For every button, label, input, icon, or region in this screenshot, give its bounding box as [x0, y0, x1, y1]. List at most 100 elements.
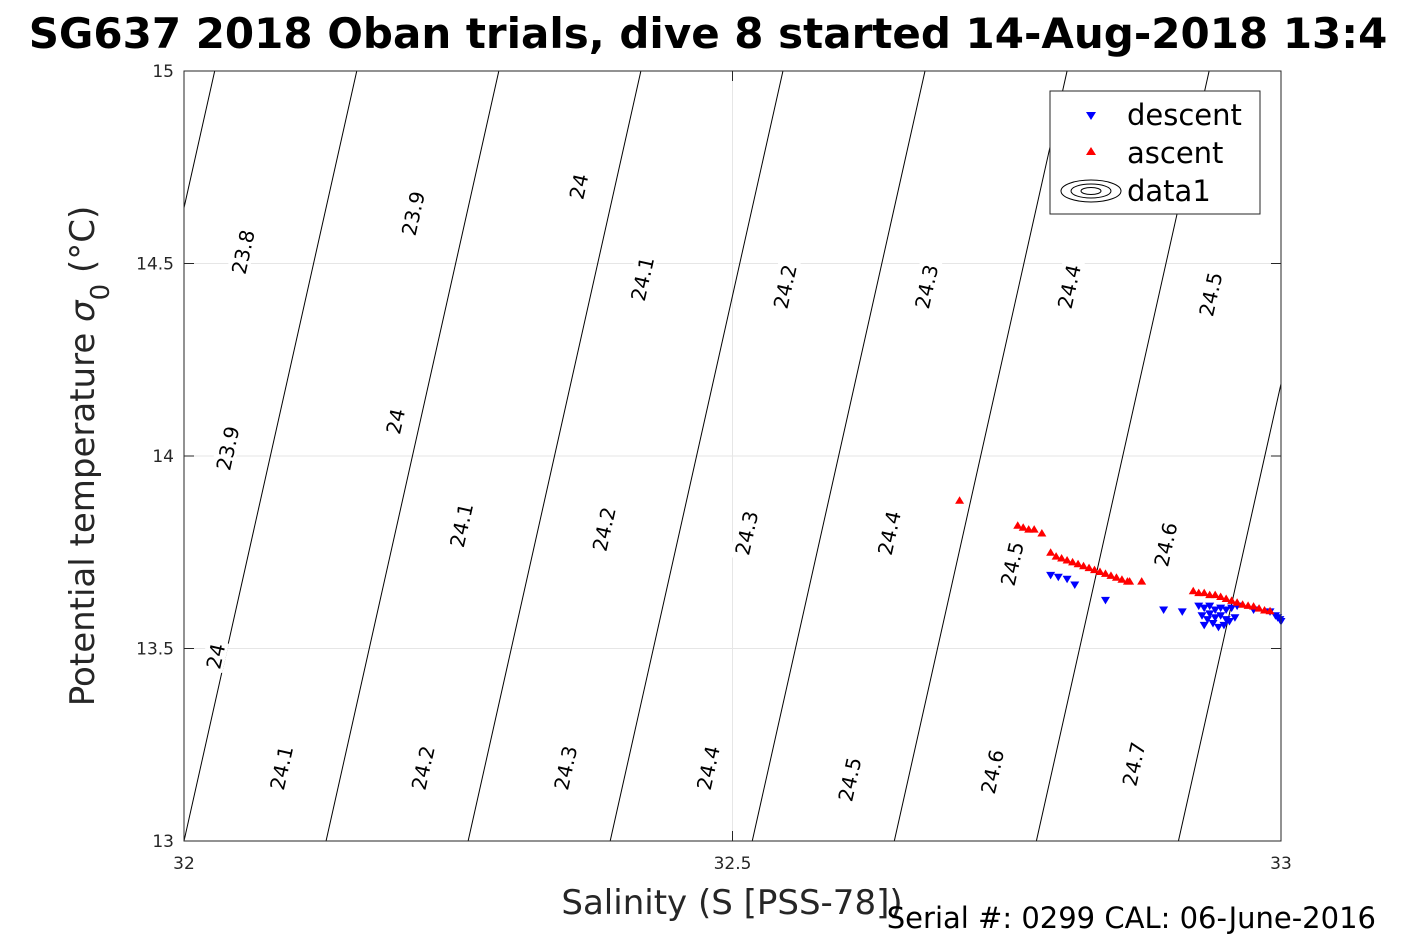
density-contour-line	[184, 71, 216, 211]
descent-point	[1216, 612, 1226, 620]
descent-point	[1100, 596, 1110, 605]
ascent-point	[1238, 600, 1248, 608]
contour-label-bg	[624, 249, 659, 308]
descent-point	[1203, 616, 1213, 624]
y-axis-label-subscript: 0	[86, 284, 116, 301]
contour-label-bg	[690, 738, 725, 797]
chart-title: SG637 2018 Oban trials, dive 8 started 1…	[29, 9, 1388, 58]
y-axis-label-unit: (°C)	[63, 206, 103, 284]
legend-descent-label: descent	[1127, 98, 1242, 132]
contour-label-bg	[974, 742, 1009, 801]
density-contour-line	[0, 71, 73, 841]
contour-label-bg	[832, 750, 866, 808]
x-tick-label: 32	[173, 854, 195, 874]
x-axis-label: Salinity (S [PSS-78])	[561, 883, 902, 923]
density-contour-line	[184, 71, 358, 841]
contour-label-bg	[1193, 265, 1227, 323]
contour-label-text: 24	[564, 171, 593, 201]
y-tick-label: 14	[152, 447, 174, 467]
descent-point	[1219, 621, 1229, 630]
contour-label-bg	[380, 404, 409, 439]
contour-label-bg	[994, 534, 1028, 593]
contour-label-bg	[1051, 257, 1085, 316]
contour-label-bg	[225, 222, 259, 281]
descent-point	[1227, 604, 1237, 613]
ascent-point	[1029, 525, 1039, 533]
contour-label-bg	[767, 257, 801, 316]
contour-label-bg	[443, 496, 478, 554]
descent-point	[1205, 602, 1215, 611]
contour-label-bg	[200, 638, 229, 674]
ascent-point	[1062, 555, 1072, 564]
contour-label-bg	[210, 419, 244, 477]
serial-calibration-note: Serial #: 0299 CAL: 06-June-2016	[887, 901, 1376, 935]
contour-label: 24.6	[1148, 515, 1182, 574]
y-axis-label: Potential temperature σ0 (°C)	[63, 206, 116, 706]
descent-point	[1199, 621, 1209, 630]
ascent-point	[1090, 565, 1100, 574]
descent-point	[1208, 619, 1218, 628]
descent-point	[1197, 612, 1207, 620]
contour-label: 24	[380, 404, 410, 439]
ascent-point	[1221, 594, 1231, 602]
x-tick-label: 33	[1270, 854, 1292, 874]
contour-label-bg	[563, 169, 592, 204]
ascent-point	[1125, 577, 1135, 585]
y-axis-label-main: Potential temperature	[63, 322, 103, 706]
ascent-point	[1084, 563, 1094, 572]
ascent-point	[1137, 577, 1147, 585]
density-contour-line	[1177, 381, 1281, 841]
descent-point	[1046, 571, 1056, 580]
ascent-point	[1227, 596, 1237, 604]
ascent-point	[1117, 575, 1127, 583]
contour-label-text: 24	[201, 641, 230, 671]
contour-label-bg	[586, 500, 620, 558]
ascent-point	[1013, 521, 1023, 529]
contour-label-bg	[729, 504, 763, 562]
descent-point	[1159, 606, 1169, 614]
ascent-point	[1210, 590, 1220, 599]
descent-point	[1205, 610, 1215, 618]
legend-data1-label: data1	[1127, 174, 1211, 208]
descent-point	[1194, 602, 1204, 611]
y-tick-label: 14.5	[136, 255, 174, 275]
ascent-point	[1216, 592, 1226, 601]
descent-point	[1070, 581, 1080, 589]
grid-lines	[184, 71, 1281, 841]
contour-label-bg	[264, 738, 298, 797]
data-points	[955, 496, 1286, 632]
descent-point	[1199, 604, 1209, 613]
series-ascent	[955, 496, 1275, 615]
ascent-point	[1188, 586, 1198, 595]
ascent-point	[1199, 588, 1209, 597]
density-contour-line	[1320, 71, 1417, 841]
ascent-point	[1249, 602, 1259, 610]
descent-point	[1210, 606, 1220, 614]
contour-label: 24	[563, 169, 593, 204]
ascent-point	[1106, 571, 1116, 579]
descent-point	[1230, 614, 1240, 622]
x-tick-label: 32.5	[714, 854, 752, 874]
contour-label-bg	[395, 184, 429, 242]
density-contour-line	[893, 71, 1068, 841]
ascent-point	[1100, 569, 1110, 577]
contour-label-bg	[405, 738, 439, 797]
descent-point	[1221, 606, 1231, 614]
ascent-point	[1068, 557, 1078, 566]
contour-label-bg	[1148, 515, 1182, 574]
descent-point	[1062, 575, 1072, 584]
contour-label-bg	[871, 504, 906, 562]
y-tick-label: 13.5	[136, 640, 174, 660]
descent-point	[1177, 608, 1187, 616]
density-contour-line	[325, 71, 500, 841]
descent-point	[1213, 623, 1223, 632]
ascent-point	[1260, 606, 1270, 614]
ascent-point	[1018, 523, 1028, 531]
ascent-point	[1073, 559, 1083, 568]
y-axis-ticks: 13 13.5 14 14.5 15	[136, 62, 1281, 852]
legend: descent ascent data1	[1049, 90, 1261, 215]
density-contour-line	[751, 71, 926, 841]
contour-label-text: 24	[381, 406, 410, 436]
legend-ascent-marker	[1086, 147, 1096, 155]
density-contour-line	[467, 71, 642, 841]
